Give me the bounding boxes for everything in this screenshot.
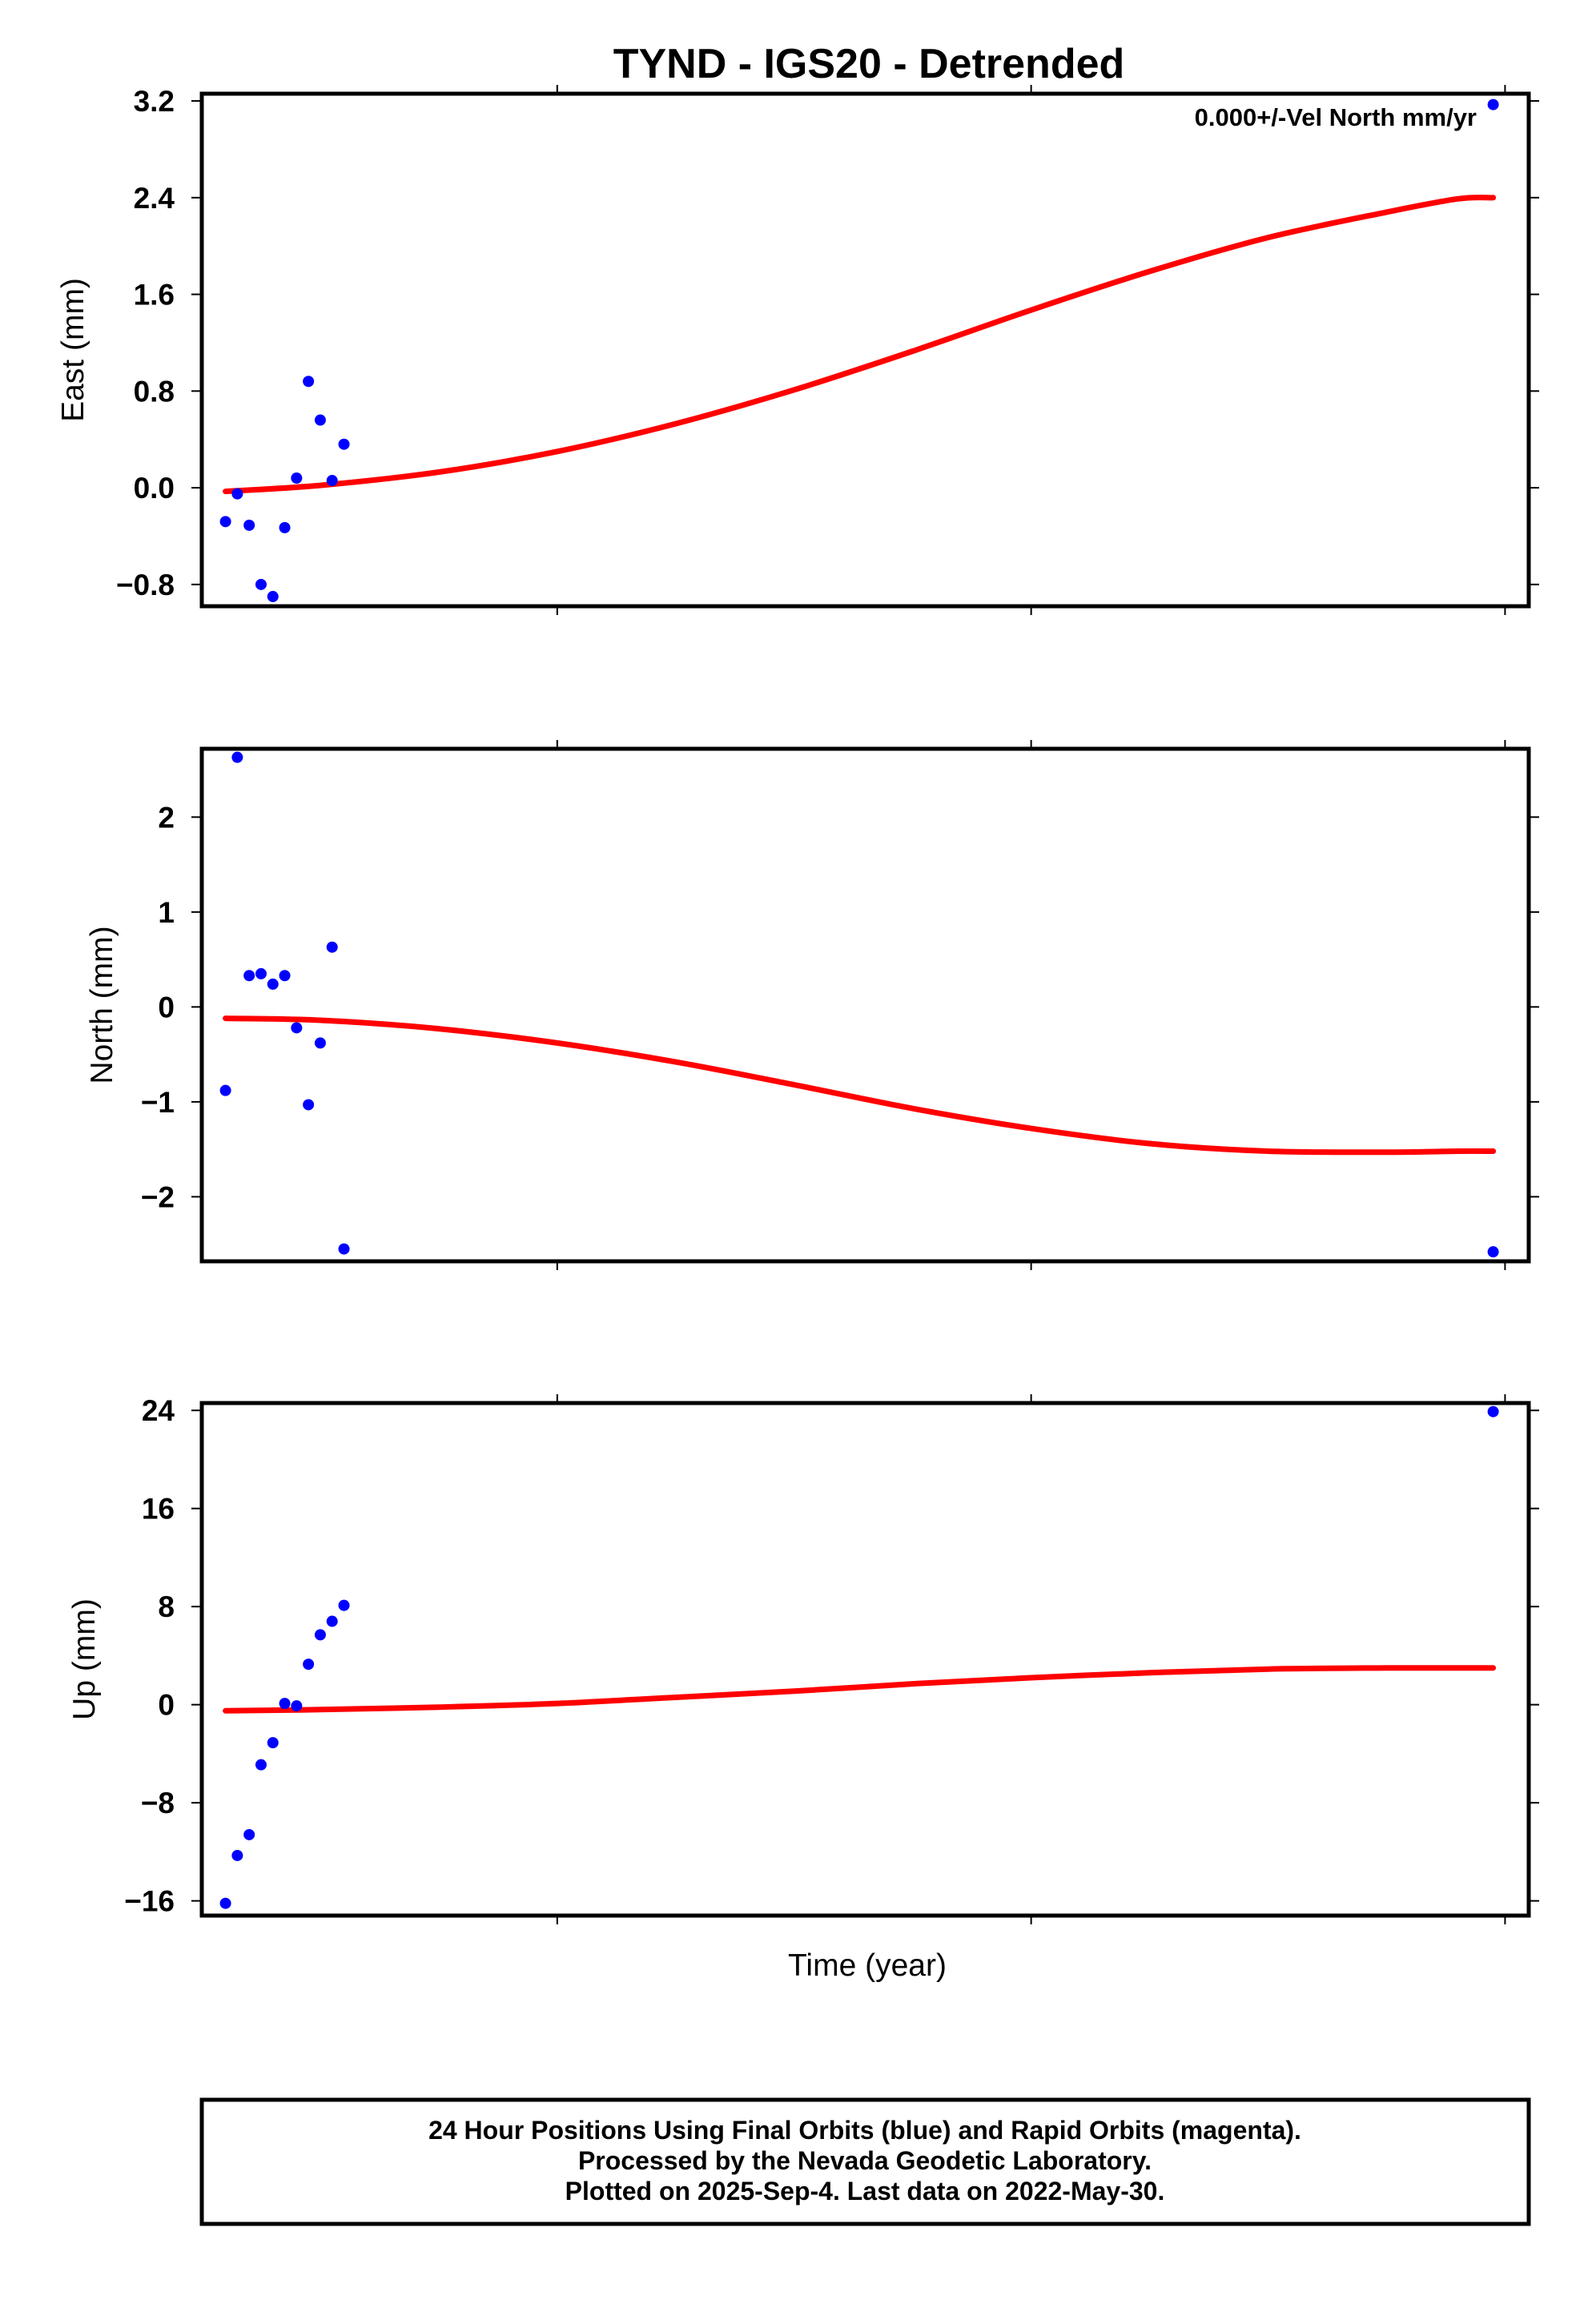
up-panel: −16 −8 0 8 16 24 Up (mm) xyxy=(67,1394,1539,1924)
up-data-point xyxy=(279,1698,291,1710)
north-data-point xyxy=(267,978,279,990)
chart-title: TYND - IGS20 - Detrended xyxy=(613,41,1125,87)
up-y-axis-label: Up (mm) xyxy=(67,1598,102,1720)
up-ytick-label: −8 xyxy=(141,1787,175,1819)
up-data-point xyxy=(243,1828,255,1840)
north-data-point xyxy=(291,1022,303,1034)
east-data-point xyxy=(267,590,279,602)
north-panel: −2 −1 0 1 2 North (mm) xyxy=(85,740,1539,1270)
up-data-point xyxy=(219,1897,231,1909)
east-ytick-label: −0.8 xyxy=(116,569,175,601)
up-data-point xyxy=(231,1849,243,1861)
north-data-point xyxy=(231,751,243,763)
north-data-point xyxy=(303,1099,315,1111)
north-data-point xyxy=(338,1243,350,1255)
north-ytick-label: 2 xyxy=(158,801,175,834)
north-ytick-label: 1 xyxy=(158,896,175,929)
north-ytick-label: −1 xyxy=(141,1086,175,1119)
up-ytick-label: 24 xyxy=(142,1394,175,1427)
up-ytick-label: −16 xyxy=(124,1885,175,1918)
north-ytick-label: −2 xyxy=(141,1180,175,1213)
up-x-axis xyxy=(556,1394,1506,1924)
up-data-point xyxy=(338,1599,350,1611)
east-data-point xyxy=(1487,99,1499,111)
east-y-axis: −0.8 0.0 0.8 1.6 2.4 3.2 xyxy=(116,85,1539,601)
east-plot-frame xyxy=(199,91,1531,609)
up-y-axis: −16 −8 0 8 16 24 xyxy=(124,1394,1539,1918)
east-data-point xyxy=(314,414,326,426)
footer-box: 24 Hour Positions Using Final Orbits (bl… xyxy=(199,2097,1531,2226)
east-data-point xyxy=(338,438,350,450)
up-ytick-label: 0 xyxy=(158,1689,175,1722)
east-data-point xyxy=(326,475,338,487)
footer-line-2: Processed by the Nevada Geodetic Laborat… xyxy=(578,2146,1152,2175)
east-y-axis-label: East (mm) xyxy=(56,278,90,422)
up-data-point xyxy=(1487,1405,1499,1417)
east-ytick-label: 2.4 xyxy=(134,182,175,215)
north-data-point xyxy=(279,970,291,982)
north-data-point xyxy=(219,1084,231,1096)
up-data-point xyxy=(255,1759,267,1771)
up-ytick-label: 8 xyxy=(158,1590,175,1623)
north-ytick-label: 0 xyxy=(158,991,175,1023)
up-data-point xyxy=(267,1737,279,1749)
north-data-point xyxy=(243,970,255,982)
north-model-fit-line xyxy=(223,1015,1497,1156)
north-y-axis: −2 −1 0 1 2 xyxy=(141,801,1539,1213)
east-panel: −0.8 0.0 0.8 1.6 2.4 3.2 East (mm) 0.000+/-Ve… xyxy=(56,85,1539,615)
up-data-point xyxy=(314,1629,326,1641)
up-ytick-label: 16 xyxy=(142,1493,175,1526)
east-ytick-label: 3.2 xyxy=(134,85,175,118)
up-series xyxy=(219,1405,1499,1909)
east-ytick-label: 0.0 xyxy=(134,472,175,505)
north-plot-frame xyxy=(199,746,1531,1264)
north-data-point xyxy=(326,941,338,953)
north-y-axis-label: North (mm) xyxy=(85,926,119,1084)
east-data-point xyxy=(243,519,255,531)
footer-line-1: 24 Hour Positions Using Final Orbits (bl… xyxy=(428,2116,1301,2145)
north-data-point xyxy=(1487,1246,1499,1258)
x-axis-label: Time (year) xyxy=(788,1948,947,1983)
footer-frame xyxy=(199,2097,1531,2226)
up-data-point xyxy=(303,1659,315,1671)
east-data-point xyxy=(255,578,267,590)
east-velocity-annotation: 0.000+/-Vel North mm/yr xyxy=(1195,103,1477,131)
east-series xyxy=(219,99,1499,602)
footer-line-3: Plotted on 2025-Sep-4. Last data on 2022… xyxy=(565,2177,1165,2205)
up-plot-frame xyxy=(199,1401,1531,1918)
up-model-fit-line xyxy=(223,1665,1497,1714)
north-data-point xyxy=(314,1037,326,1049)
east-model-fit-line xyxy=(223,195,1497,495)
east-ytick-label: 1.6 xyxy=(134,279,175,312)
east-data-point xyxy=(291,472,303,484)
north-data-point xyxy=(255,967,267,979)
north-x-axis xyxy=(556,740,1506,1270)
east-x-axis xyxy=(556,85,1506,615)
east-data-point xyxy=(279,521,291,533)
east-data-point xyxy=(219,516,231,528)
east-data-point xyxy=(303,376,315,388)
up-data-point xyxy=(326,1615,338,1627)
east-ytick-label: 0.8 xyxy=(134,375,175,408)
north-series xyxy=(219,751,1499,1258)
east-data-point xyxy=(231,488,243,500)
up-data-point xyxy=(291,1700,303,1712)
